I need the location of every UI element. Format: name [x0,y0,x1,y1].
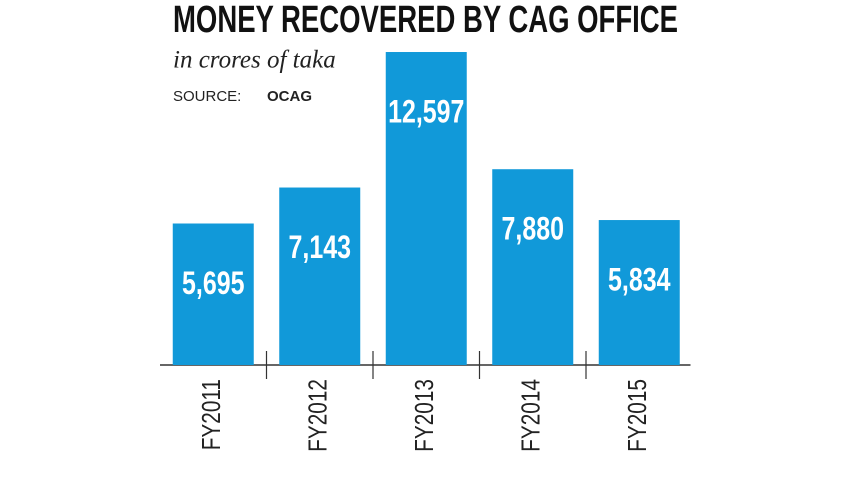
value-label: 7,143 [289,230,351,266]
x-tick-label: FY2015 [623,379,652,452]
bar [279,187,361,365]
value-label: 12,597 [388,95,464,131]
source-label: SOURCE: [173,88,241,105]
value-label: 7,880 [502,212,564,248]
bar [385,52,467,365]
bar [492,169,574,365]
value-label: 5,834 [608,263,670,299]
x-tick-label: FY2011 [197,379,226,450]
bar [172,223,254,365]
x-tick-label: FY2012 [303,379,332,452]
bar [598,220,680,365]
source: OCAG [267,88,312,105]
chart-title: MONEY RECOVERED BY CAG OFFICE [173,0,678,41]
value-label: 5,695 [182,266,244,302]
chart-subtitle: in crores of taka [173,47,336,74]
x-tick-label: FY2014 [516,379,545,452]
x-tick-label: FY2013 [410,379,439,452]
